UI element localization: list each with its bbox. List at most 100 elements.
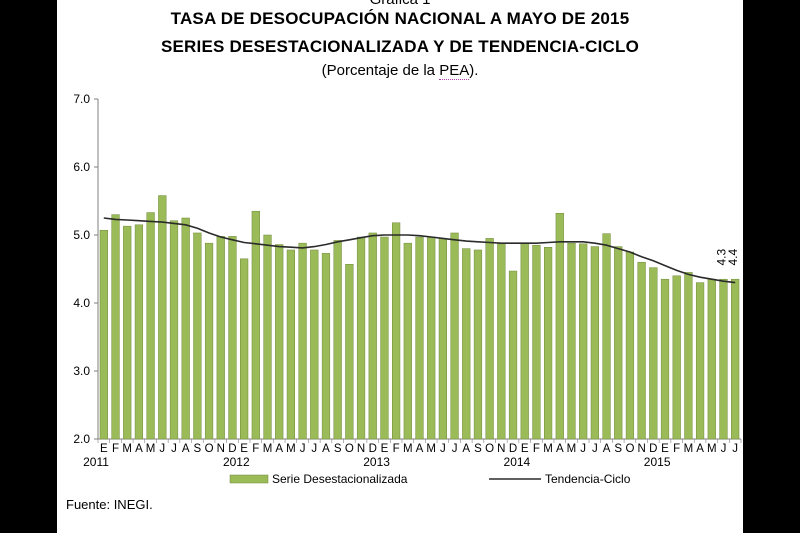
bar xyxy=(684,272,693,440)
month-label: O xyxy=(625,443,634,455)
month-label: A xyxy=(275,443,283,455)
bar xyxy=(462,248,471,440)
bar xyxy=(158,195,167,440)
bar xyxy=(240,258,249,440)
month-label: F xyxy=(533,443,540,455)
year-label: 2014 xyxy=(504,455,531,469)
month-label: J xyxy=(300,443,306,455)
month-label: J xyxy=(452,443,458,455)
month-label: F xyxy=(673,443,680,455)
month-label: D xyxy=(369,443,377,455)
bar xyxy=(508,270,518,440)
bar xyxy=(392,222,401,440)
month-label: N xyxy=(357,443,365,455)
month-label: M xyxy=(286,443,296,455)
month-label: M xyxy=(122,443,132,455)
bar xyxy=(228,236,237,440)
month-label: M xyxy=(426,443,436,455)
month-label: F xyxy=(112,443,119,455)
bar xyxy=(473,249,483,440)
month-label: E xyxy=(100,443,108,455)
legend-bar-swatch xyxy=(229,474,269,484)
unit-prefix: (Porcentaje de la xyxy=(321,62,440,79)
bar xyxy=(321,253,331,440)
data-label: 4.3 xyxy=(714,249,728,266)
month-label: J xyxy=(721,443,727,455)
bar xyxy=(415,236,424,440)
bar xyxy=(637,261,646,440)
month-label: M xyxy=(707,443,717,455)
bar xyxy=(450,232,459,440)
bar xyxy=(216,236,225,440)
bar xyxy=(602,233,611,440)
year-label: 2015 xyxy=(644,455,671,469)
bar xyxy=(543,246,553,440)
bar xyxy=(345,263,354,440)
month-label: S xyxy=(474,443,482,455)
month-label: A xyxy=(416,443,424,455)
bar xyxy=(614,246,623,440)
bar xyxy=(169,220,179,440)
bar xyxy=(497,243,506,440)
bar xyxy=(660,278,670,440)
month-label: E xyxy=(521,443,529,455)
month-label: E xyxy=(240,443,248,455)
month-label: E xyxy=(661,443,669,455)
month-label: F xyxy=(252,443,259,455)
bar xyxy=(438,238,447,440)
chart-unit: (Porcentaje de la PEA). xyxy=(57,62,743,80)
bar xyxy=(263,234,272,440)
bar xyxy=(707,278,716,440)
bar xyxy=(520,242,529,440)
bar xyxy=(123,225,132,440)
month-label: J xyxy=(159,443,165,455)
month-label: M xyxy=(403,443,413,455)
bar xyxy=(719,278,728,440)
bar xyxy=(555,212,564,440)
bar xyxy=(403,242,412,440)
trend-series xyxy=(103,217,736,284)
y-tick-label: 5.0 xyxy=(73,228,90,242)
month-label: S xyxy=(334,443,342,455)
annotations: 4.34.4 xyxy=(714,249,740,266)
bar xyxy=(427,236,436,440)
month-label: O xyxy=(345,443,354,455)
month-label: E xyxy=(381,443,389,455)
right-black-band xyxy=(743,0,800,533)
unit-pea: PEA xyxy=(439,62,470,80)
month-label: D xyxy=(649,443,657,455)
bar xyxy=(204,242,214,440)
month-label: M xyxy=(684,443,694,455)
month-label: D xyxy=(228,443,236,455)
bar xyxy=(134,224,144,440)
bar xyxy=(298,242,307,440)
bar xyxy=(181,217,190,440)
month-label: J xyxy=(732,443,738,455)
bar xyxy=(590,246,599,440)
month-label: J xyxy=(311,443,317,455)
chart-title: Tasa de desocupación nacional a mayo de … xyxy=(170,9,630,28)
figure-number: Gráfica 1 xyxy=(57,0,743,8)
trend-line xyxy=(103,217,736,284)
year-label: 2011 xyxy=(83,455,109,469)
bar xyxy=(672,275,681,440)
month-label: M xyxy=(543,443,553,455)
year-label: 2012 xyxy=(223,455,250,469)
year-label: 2013 xyxy=(363,455,390,469)
bar xyxy=(485,238,494,440)
month-label: A xyxy=(603,443,611,455)
month-label: A xyxy=(182,443,190,455)
month-label: J xyxy=(592,443,598,455)
legend-bar-label: Serie Desestacionalizada xyxy=(272,472,408,486)
month-label: N xyxy=(637,443,645,455)
bar xyxy=(356,236,366,440)
bar xyxy=(695,282,705,440)
bar xyxy=(333,240,342,440)
y-tick-label: 3.0 xyxy=(73,364,90,378)
month-label: S xyxy=(194,443,202,455)
bar xyxy=(310,249,319,440)
chart-subtitle: Series desestacionalizada y de tendencia… xyxy=(160,37,639,56)
y-tick-label: 2.0 xyxy=(73,432,90,446)
